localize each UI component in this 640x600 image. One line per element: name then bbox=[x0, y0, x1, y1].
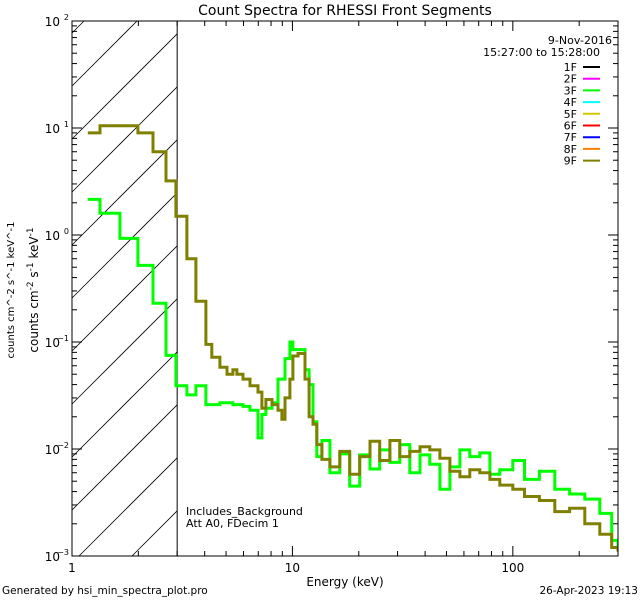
x-axis-label: Energy (keV) bbox=[306, 575, 383, 589]
time-range-label: 15:27:00 to 15:28:00 bbox=[483, 46, 600, 59]
annotation-attenuator: Att A0, FDecim 1 bbox=[186, 517, 279, 530]
hatch-line bbox=[78, 457, 178, 557]
x-tick-label: 100 bbox=[501, 561, 524, 575]
y-tick-label: 10 bbox=[45, 229, 60, 243]
hatch-line bbox=[71, 245, 178, 352]
legend-label-5F: 5F bbox=[564, 108, 577, 121]
y-tick-exponent: −3 bbox=[57, 548, 69, 557]
y-tick-label: 10 bbox=[45, 443, 60, 457]
y-tick-label: 10 bbox=[45, 15, 60, 29]
legend-label-3F: 3F bbox=[564, 84, 577, 97]
legend-label-1F: 1F bbox=[564, 61, 577, 74]
date-label: 9-Nov-2016 bbox=[548, 34, 612, 47]
hatch-line bbox=[131, 510, 178, 557]
footer-timestamp: 26-Apr-2023 19:13 bbox=[539, 585, 638, 597]
hatch-line bbox=[71, 404, 178, 511]
legend-label-7F: 7F bbox=[564, 131, 577, 144]
legend-label-6F: 6F bbox=[564, 120, 577, 133]
y-tick-label: 10 bbox=[45, 122, 60, 136]
y-tick-exponent: 2 bbox=[64, 13, 69, 22]
legend-label-8F: 8F bbox=[564, 143, 577, 156]
hatch-line bbox=[71, 139, 178, 246]
y-axis-label-text: counts cm^-2 s^-1 keV^-1 bbox=[6, 222, 17, 359]
y-tick-exponent: −2 bbox=[57, 441, 69, 450]
hatch-line bbox=[71, 86, 178, 193]
y-tick-exponent: −1 bbox=[57, 334, 69, 343]
y-tick-label: 10 bbox=[45, 336, 60, 350]
chart-title: Count Spectra for RHESSI Front Segments bbox=[198, 3, 492, 19]
y-axis-label: counts cm-2 s-1 keV-1 bbox=[26, 227, 41, 352]
x-tick-label: 1 bbox=[68, 561, 76, 575]
y-tick-exponent: 1 bbox=[64, 120, 69, 129]
footer-generated-by: Generated by hsi_min_spectra_plot.pro bbox=[2, 585, 208, 597]
legend-label-9F: 9F bbox=[564, 155, 577, 168]
hatch-line bbox=[71, 192, 178, 299]
annotation-background: Includes_Background bbox=[186, 505, 303, 518]
legend-label-2F: 2F bbox=[564, 73, 577, 86]
y-tick-label: 10 bbox=[45, 550, 60, 564]
series-9F bbox=[87, 124, 618, 552]
hatch-line bbox=[71, 351, 178, 458]
hatch-line bbox=[71, 33, 178, 140]
hatch-line bbox=[71, 20, 138, 87]
legend-label-4F: 4F bbox=[564, 96, 577, 109]
series-3F bbox=[87, 197, 618, 548]
x-tick-label: 10 bbox=[285, 561, 300, 575]
hatch-line bbox=[71, 298, 178, 405]
hatched-region bbox=[71, 20, 178, 557]
y-tick-exponent: 0 bbox=[64, 227, 69, 236]
plot-frame bbox=[71, 20, 619, 557]
